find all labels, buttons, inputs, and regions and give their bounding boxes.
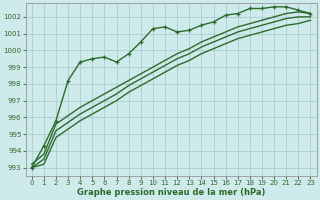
X-axis label: Graphe pression niveau de la mer (hPa): Graphe pression niveau de la mer (hPa) [77,188,265,197]
